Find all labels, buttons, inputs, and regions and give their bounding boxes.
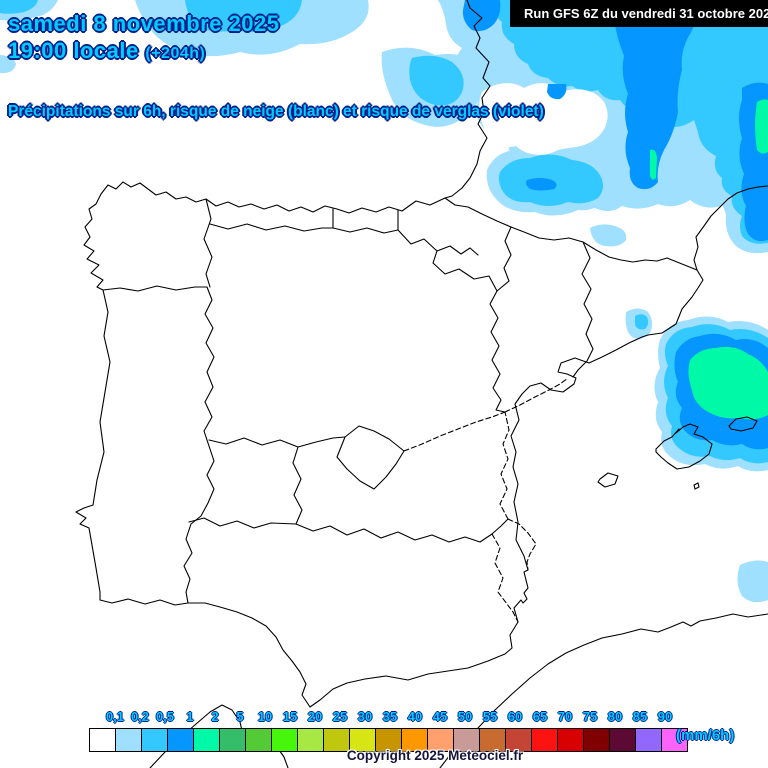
precip-area-heavy	[526, 178, 557, 191]
run-info-box: Run GFS 6Z du vendredi 31 octobre 2025	[510, 0, 768, 27]
cabrera-coast	[693, 482, 700, 490]
border-layer	[75, 0, 768, 768]
murcia-andalusia-border	[491, 533, 519, 623]
legend-bar	[89, 728, 688, 752]
legend-tick-label: 40	[407, 709, 423, 724]
legend-tick-label: 50	[457, 709, 473, 724]
time-label: 19:00 locale	[8, 38, 139, 63]
precip-area-heavy	[462, 0, 501, 32]
map-subtitle: Précipitations sur 6h, risque de neige (…	[8, 103, 544, 120]
menorca-coast	[728, 416, 758, 432]
legend-cell	[427, 728, 454, 752]
legend-tick-label: 25	[332, 709, 348, 724]
legend-tick-label: 80	[607, 709, 623, 724]
precip-area-light	[590, 224, 627, 247]
aragon-valencia-border	[504, 377, 569, 413]
legend-cell	[505, 728, 532, 752]
legend-cell	[115, 728, 142, 752]
clm-north-border	[403, 411, 506, 452]
legend-tick-label: 75	[582, 709, 598, 724]
copyright-text: Copyright 2025 Meteociel.fr	[346, 748, 524, 763]
asturias-cantabria-border	[209, 223, 399, 234]
legend-cell	[297, 728, 324, 752]
castilla-aragon-border	[489, 290, 506, 413]
ibiza-coast	[597, 472, 619, 488]
legend-cell	[89, 728, 116, 752]
legend-cell	[323, 728, 350, 752]
legend-tick-label: 30	[357, 709, 373, 724]
madrid-border	[336, 425, 405, 490]
extremadura-border	[292, 446, 303, 525]
legend-cell	[557, 728, 584, 752]
murcia-valencia-border	[507, 518, 537, 571]
legend-cell	[583, 728, 610, 752]
legend-tick-label: 90	[657, 709, 673, 724]
legend-tick-label: 45	[432, 709, 448, 724]
precip-area-medium	[450, 0, 768, 244]
precip-area-light	[0, 55, 16, 74]
precip-area-light	[737, 560, 768, 603]
castilla-sur-border	[208, 436, 346, 448]
date-title: samedi 8 novembre 2025	[8, 11, 280, 36]
aragon-catalonia-border	[572, 241, 594, 378]
legend-cell	[661, 728, 688, 752]
legend-tick-label: 55	[482, 709, 498, 724]
navarra-border	[496, 226, 512, 292]
legend-tick-label: 0,1	[105, 709, 125, 724]
legend-cell	[401, 728, 428, 752]
basque-border	[397, 229, 479, 256]
legend-cell	[479, 728, 506, 752]
legend-tick-label: 15	[282, 709, 298, 724]
valencia-west-border	[499, 411, 510, 520]
precip-area-medium	[0, 0, 38, 14]
legend-tick-label: 70	[557, 709, 573, 724]
precipitation-layer	[0, 0, 768, 603]
legend-tick-label: 85	[632, 709, 648, 724]
legend-tick-label: 35	[382, 709, 398, 724]
legend-cell	[141, 728, 168, 752]
legend-unit-label: (mm/6h)	[676, 727, 735, 744]
legend-tick-label: 10	[257, 709, 273, 724]
coastline-path	[75, 0, 768, 708]
portugal-border	[102, 285, 215, 604]
precip-area-intense	[755, 99, 768, 154]
precip-area-medium	[635, 314, 649, 330]
precip-area-intense	[650, 149, 657, 180]
rioja-border	[432, 250, 498, 292]
andalusia-border	[188, 517, 509, 543]
legend-cell	[609, 728, 636, 752]
legend-tick-label: 5	[236, 709, 244, 724]
legend-cell	[375, 728, 402, 752]
legend-cell	[531, 728, 558, 752]
legend-tick-label: 20	[307, 709, 323, 724]
legend-cell	[245, 728, 272, 752]
legend-cell	[167, 728, 194, 752]
legend-tick-label: 2	[211, 709, 219, 724]
legend-labels: 0,1 0,2 0,5 1 2 5 10 15 20 25 30 35 40 45 50 55 60 65 70 75…	[90, 709, 768, 727]
legend-cell	[193, 728, 220, 752]
legend-cell	[271, 728, 298, 752]
precip-area-medium	[185, 0, 302, 32]
algeria-coast	[439, 613, 768, 768]
legend-tick-label: 0,2	[130, 709, 150, 724]
precipitation-legend: 0,1 0,2 0,5 1 2 5 10 15 20 25 30 35 40 45 50 55 60 65 70 75…	[89, 709, 768, 759]
legend-tick-label: 60	[507, 709, 523, 724]
precip-area-medium	[409, 55, 464, 106]
precip-gap	[479, 83, 608, 155]
legend-tick-label: 0,5	[155, 709, 175, 724]
time-title: 19:00 locale (+204h)	[8, 38, 205, 64]
precip-area-heavy	[614, 0, 700, 190]
galicia-border	[203, 198, 213, 288]
precip-area-heavy	[547, 84, 567, 100]
mallorca-coast	[655, 423, 713, 470]
legend-tick-label: 65	[532, 709, 548, 724]
forecast-offset: (+204h)	[145, 45, 206, 62]
precip-area-intense	[688, 346, 768, 420]
legend-cell	[219, 728, 246, 752]
legend-cell	[349, 728, 376, 752]
legend-tick-label: 1	[186, 709, 194, 724]
legend-cell	[635, 728, 662, 752]
